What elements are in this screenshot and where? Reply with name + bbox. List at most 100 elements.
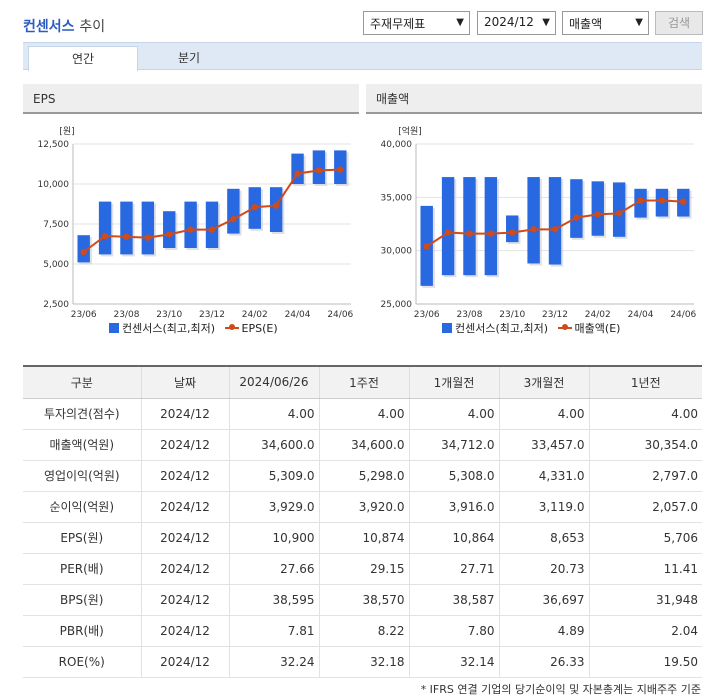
x-tick-label: 24/04	[285, 310, 311, 320]
eps-chart-legend: 컨센서스(최고,최저) EPS(E)	[109, 320, 278, 336]
y-tick-label: 12,500	[38, 140, 70, 150]
y-unit-label: [원]	[59, 126, 74, 137]
table-cell: 38,595	[228, 584, 319, 616]
statement-type-select[interactable]: 주재무제표 ▼	[363, 11, 470, 35]
series-point	[251, 204, 258, 211]
row-label: ROE(%)	[23, 646, 141, 678]
table-cell: 32.18	[318, 646, 409, 678]
series-point	[123, 233, 130, 240]
title-sub: 추이	[79, 19, 106, 35]
series-point	[680, 198, 687, 205]
column-header: 3개월전	[498, 365, 589, 399]
y-tick-label: 35,000	[381, 193, 413, 203]
x-tick-label: 23/12	[199, 310, 225, 320]
range-bar	[291, 153, 304, 184]
x-tick-label: 23/08	[456, 310, 482, 320]
range-bar	[591, 181, 604, 236]
tab-annual[interactable]: 연간	[28, 46, 138, 71]
table-cell: 7.80	[408, 615, 499, 647]
legend-bar-swatch	[442, 323, 452, 333]
footnote: * IFRS 연결 기업의 당기순이익 및 자본총계는 지배주주 기준	[420, 683, 701, 696]
series-point	[187, 226, 194, 233]
series-point	[230, 216, 237, 223]
period-value: 2024/12	[484, 15, 534, 29]
series-point	[573, 214, 580, 221]
table-cell: 20.73	[498, 553, 589, 585]
tab-quarterly[interactable]: 분기	[177, 51, 201, 65]
range-bar	[527, 177, 540, 264]
row-date: 2024/12	[140, 398, 229, 430]
legend-range-label: 컨센서스(최고,최저)	[455, 322, 549, 335]
row-date: 2024/12	[140, 460, 229, 492]
period-select[interactable]: 2024/12 ▼	[477, 11, 556, 35]
column-header: 2024/06/26	[228, 365, 319, 399]
revenue-chart-panel: 매출액 [억원] 25,000 30,000 35,000 40,000 23/06 23/…	[366, 84, 702, 342]
series-point	[594, 211, 601, 218]
series-point	[530, 226, 537, 233]
series-point	[272, 202, 280, 209]
column-header: 날짜	[140, 365, 229, 399]
table-cell: 3,119.0	[498, 491, 589, 523]
table-cell: 38,570	[318, 584, 409, 616]
table-cell: 4.00	[498, 398, 589, 430]
y-tick-label: 30,000	[381, 247, 413, 257]
table-cell: 38,587	[408, 584, 499, 616]
legend-line-label: EPS(E)	[241, 322, 278, 335]
table-cell: 3,916.0	[408, 491, 499, 523]
x-tick-label: 24/02	[242, 310, 268, 320]
table-cell: 4.00	[408, 398, 499, 430]
table-cell: 19.50	[588, 646, 702, 678]
legend-range-label: 컨센서스(최고,최저)	[122, 322, 216, 335]
range-bar	[141, 201, 155, 255]
table-cell: 10,864	[408, 522, 499, 554]
row-label: BPS(원)	[23, 584, 141, 616]
table-row: PER(배) 2024/12 27.66 29.15 27.71 20.73 11.41	[23, 553, 702, 585]
legend-line-swatch	[224, 324, 239, 330]
row-label: 매출액(억원)	[23, 429, 141, 461]
table-row: BPS(원) 2024/12 38,595 38,570 38,587 36,697 31,…	[23, 584, 702, 616]
table-cell: 32.24	[228, 646, 319, 678]
x-tick-label: 23/06	[71, 310, 97, 320]
x-tick-label: 24/06	[670, 310, 696, 320]
table-row: PBR(배) 2024/12 7.81 8.22 7.80 4.89 2.04	[23, 615, 702, 647]
y-tick-label: 5,000	[43, 260, 69, 270]
range-bar	[570, 179, 583, 238]
table-cell: 8,653	[498, 522, 589, 554]
y-unit-label: [억원]	[398, 125, 422, 137]
range-bar	[269, 187, 283, 232]
eps-chart-panel: EPS [원] 2,500 5,000 7,500 10,000 12,500 23/06 2…	[23, 84, 359, 342]
row-label: PER(배)	[23, 553, 141, 585]
row-label: 순이익(억원)	[23, 491, 141, 523]
y-tick-label: 40,000	[381, 140, 413, 150]
table-cell: 4.00	[588, 398, 702, 430]
item-value: 매출액	[569, 17, 603, 31]
range-bar	[98, 201, 112, 255]
series-point	[166, 231, 173, 238]
table-row: 영업이익(억원) 2024/12 5,309.0 5,298.0 5,308.0 4,33…	[23, 460, 702, 492]
row-label: 투자의견(점수)	[23, 398, 141, 430]
column-header: 구분	[23, 365, 141, 399]
table-cell: 3,920.0	[318, 491, 409, 523]
series-point	[551, 226, 559, 233]
series-point	[208, 226, 216, 233]
revenue-chart-title: 매출액	[366, 84, 702, 114]
series-point	[337, 166, 344, 173]
title-main: 컨센서스	[23, 19, 75, 35]
search-button[interactable]: 검색	[655, 11, 703, 35]
x-tick-label: 23/08	[113, 310, 139, 320]
range-bar	[120, 201, 133, 255]
table-cell: 2,057.0	[588, 491, 702, 523]
item-select[interactable]: 매출액 ▼	[562, 11, 649, 35]
table-cell: 4,331.0	[498, 460, 589, 492]
table-header-row: 구분 날짜 2024/06/26 1주전 1개월전 3개월전 1년전	[23, 365, 702, 399]
table-row: 매출액(억원) 2024/12 34,600.0 34,600.0 34,712.0 33…	[23, 429, 702, 461]
table-cell: 26.33	[498, 646, 589, 678]
row-label: PBR(배)	[23, 615, 141, 647]
table-cell: 10,900	[228, 522, 319, 554]
table-cell: 11.41	[588, 553, 702, 585]
range-bar	[205, 201, 219, 248]
range-bar	[184, 201, 197, 248]
table-cell: 29.15	[318, 553, 409, 585]
range-bar	[506, 215, 519, 243]
table-row: 순이익(억원) 2024/12 3,929.0 3,920.0 3,916.0 3,119…	[23, 491, 702, 523]
